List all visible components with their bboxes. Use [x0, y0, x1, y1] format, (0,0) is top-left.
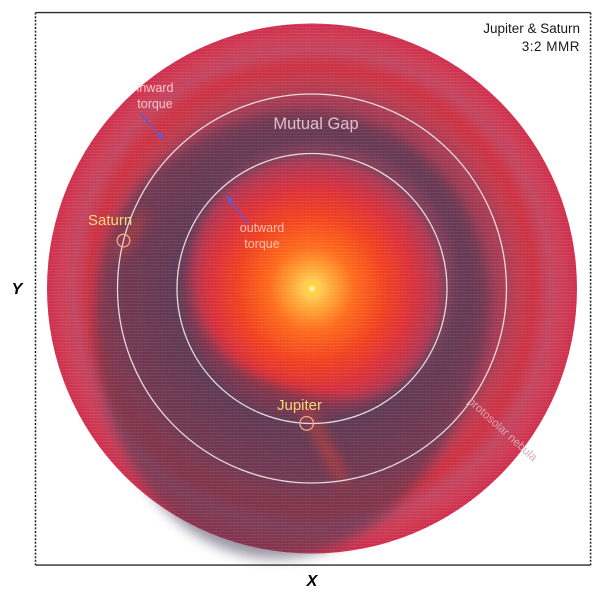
svg-text:inward: inward [137, 81, 174, 95]
svg-text:outward: outward [240, 221, 285, 235]
svg-text:torque: torque [244, 237, 279, 251]
svg-text:Mutual Gap: Mutual Gap [273, 115, 358, 133]
svg-text:Jupiter & Saturn: Jupiter & Saturn [483, 21, 580, 36]
svg-text:X: X [306, 573, 319, 590]
svg-text:Y: Y [12, 281, 24, 298]
svg-text:Saturn: Saturn [88, 212, 132, 229]
svg-text:Jupiter: Jupiter [277, 397, 322, 414]
svg-text:3:2 MMR: 3:2 MMR [522, 39, 580, 54]
svg-text:torque: torque [137, 97, 172, 111]
